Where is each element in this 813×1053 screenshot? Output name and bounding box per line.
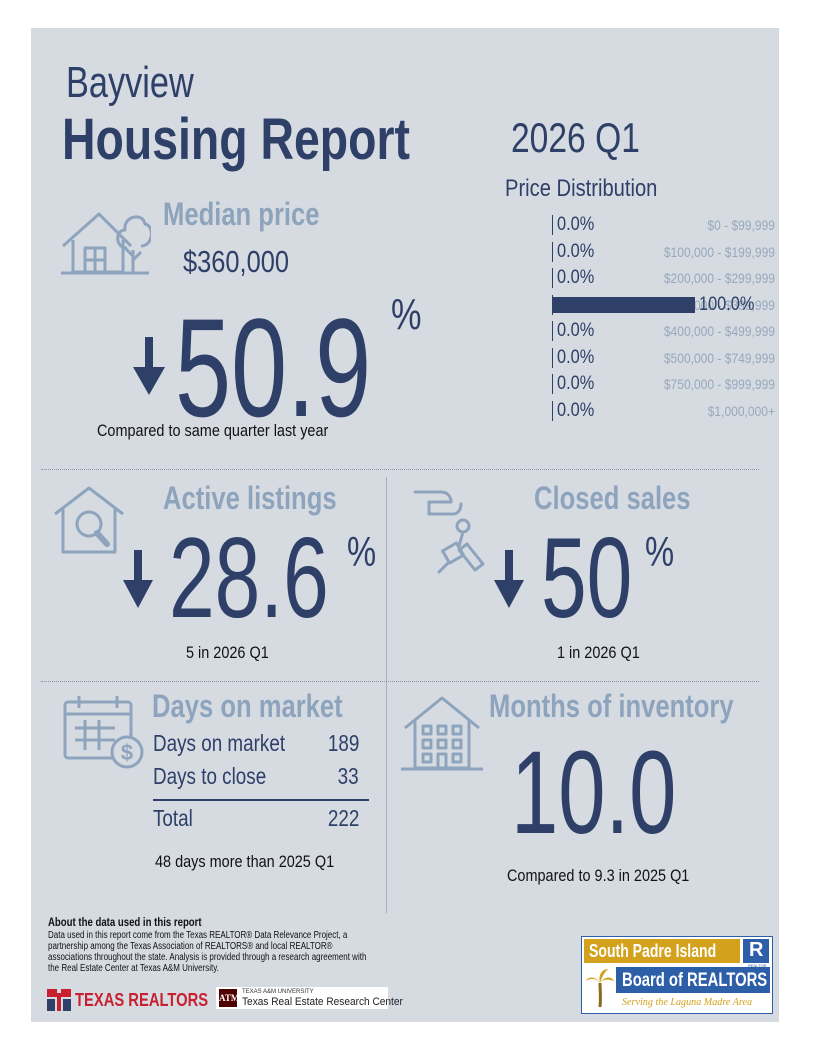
price-row: $750,000 - $999,999 0.0% [315,370,775,396]
price-percent-value: 100.0% [699,293,755,315]
price-percent-value: 0.0% [557,399,595,421]
report-period: 2026 Q1 [511,114,640,161]
dom-row-label: Days to close [153,763,267,789]
price-range-label: $1,000,000+ [707,402,775,419]
active-listings-change: 28.6 [169,515,329,642]
down-arrow-icon [494,550,524,608]
texas-am-research-center-logo: ATM TEXAS A&M UNIVERSITY Texas Real Esta… [216,987,403,1009]
report-title: Housing Report [62,107,410,172]
tamu-university-text: TEXAS A&M UNIVERSITY [242,989,314,995]
days-on-market-note: 48 days more than 2025 Q1 [155,852,335,871]
price-axis-tick [552,400,553,421]
hand-keys-icon [413,490,485,574]
price-range-label: $0 - $99,999 [707,217,775,233]
price-axis-tick [552,321,553,341]
price-range-label: $500,000 - $749,999 [663,349,775,366]
price-axis-tick [552,374,553,394]
price-percent-value: 0.0% [557,214,595,235]
dom-row-value: 33 [338,763,359,789]
price-distribution-title: Price Distribution [505,175,658,202]
spi-blue-banner [616,967,770,993]
down-arrow-icon [133,337,165,395]
price-row: $200,000 - $299,999 0.0% [315,264,775,290]
price-range-label: $100,000 - $199,999 [663,243,775,260]
dom-row-label: Days on market [153,730,286,756]
price-axis-tick [552,294,553,315]
about-data-text: Data used in this report come from the T… [48,930,367,974]
calendar-dollar-icon: $ [63,696,144,769]
price-bar [553,296,695,313]
median-price-change: 50.9 [175,289,372,446]
price-axis-tick [552,215,553,235]
house-tree-icon [61,212,151,275]
price-range-label: $400,000 - $499,999 [663,323,775,339]
price-row: $0 - $99,999 0.0% [315,211,775,237]
price-percent-value: 0.0% [557,320,595,341]
months-inventory-note: Compared to 9.3 in 2025 Q1 [507,866,690,885]
price-range-label: $200,000 - $299,999 [663,270,775,286]
price-row: $1,000,000+ 0.0% [315,397,775,423]
dom-total-row: Total 222 [153,805,359,833]
realtor-r-caption: REALTOR [748,963,767,968]
price-row: $400,000 - $499,999 0.0% [315,317,775,343]
median-price-note: Compared to same quarter last year [97,421,329,440]
area-name: Bayview [66,58,194,107]
texas-am-mark-icon: ATM [219,989,239,1007]
apartment-building-icon [401,696,483,771]
spi-board-of-realtors-logo: South Padre Island R REALTOR Board of RE… [581,936,773,1014]
active-listings-title: Active listings [163,480,337,516]
spi-line1: South Padre Island [589,941,717,961]
price-axis-tick [552,347,553,368]
dom-total-value: 222 [327,805,359,831]
months-inventory-value: 10.0 [511,727,677,859]
realtor-r-mark-icon: R [743,939,769,963]
tamu-center-name: Texas Real Estate Research Center [242,996,403,1008]
spi-line3: Serving the Laguna Madre Area [622,996,753,1008]
texas-realtors-logo: TEXAS REALTORS [47,988,217,1012]
about-data-title: About the data used in this report [48,915,202,929]
total-rule [153,799,369,801]
report-panel: Bayview Housing Report 2026 Q1 Median pr… [31,28,779,1022]
price-percent-value: 0.0% [557,240,595,262]
closed-sales-percent-sign: % [645,528,675,575]
median-price-value: $360,000 [183,244,290,279]
active-listings-percent-sign: % [347,528,377,575]
spi-line2: Board of REALTORS [622,970,768,991]
price-percent-value: 0.0% [557,267,595,288]
price-percent-value: 0.0% [557,373,595,394]
dom-row-value: 189 [327,730,359,756]
days-on-market-title: Days on market [152,688,343,724]
median-price-title: Median price [163,196,320,232]
price-distribution-chart: $0 - $99,999 0.0% $100,000 - $199,999 0.… [315,211,775,423]
months-inventory-title: Months of inventory [489,688,734,724]
closed-sales-change: 50 [541,515,633,642]
dom-row: Days to close 33 [153,763,359,791]
texas-realtors-wordmark: TEXAS REALTORS [75,990,209,1010]
svg-text:$: $ [121,740,133,765]
section-divider [41,469,759,470]
price-axis-tick [552,241,553,262]
closed-sales-note: 1 in 2026 Q1 [557,643,640,662]
price-axis-tick [552,268,553,288]
price-percent-value: 0.0% [557,346,595,368]
texas-realtors-mark-icon [47,989,71,1011]
price-row: $500,000 - $749,999 0.0% [315,344,775,370]
median-price-percent-sign: % [391,290,422,339]
palm-tree-icon [586,969,614,1008]
spi-gold-banner [584,939,740,963]
down-arrow-icon [123,550,153,608]
closed-sales-title: Closed sales [534,480,691,516]
price-row: $100,000 - $199,999 0.0% [315,238,775,264]
dom-row: Days on market 189 [153,730,359,758]
price-range-label: $750,000 - $999,999 [663,376,775,392]
house-search-icon [54,486,124,554]
section-divider [41,681,759,682]
price-row: $300,000 - $399,999 100.0% [315,291,775,317]
column-divider [386,477,387,913]
active-listings-note: 5 in 2026 Q1 [186,643,269,662]
dom-total-label: Total [153,805,193,831]
